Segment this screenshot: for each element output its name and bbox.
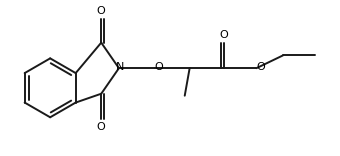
Text: O: O [97, 6, 106, 16]
Text: N: N [116, 62, 124, 72]
Text: O: O [220, 30, 228, 40]
Text: O: O [155, 62, 164, 72]
Text: O: O [97, 122, 106, 132]
Text: O: O [256, 62, 265, 72]
